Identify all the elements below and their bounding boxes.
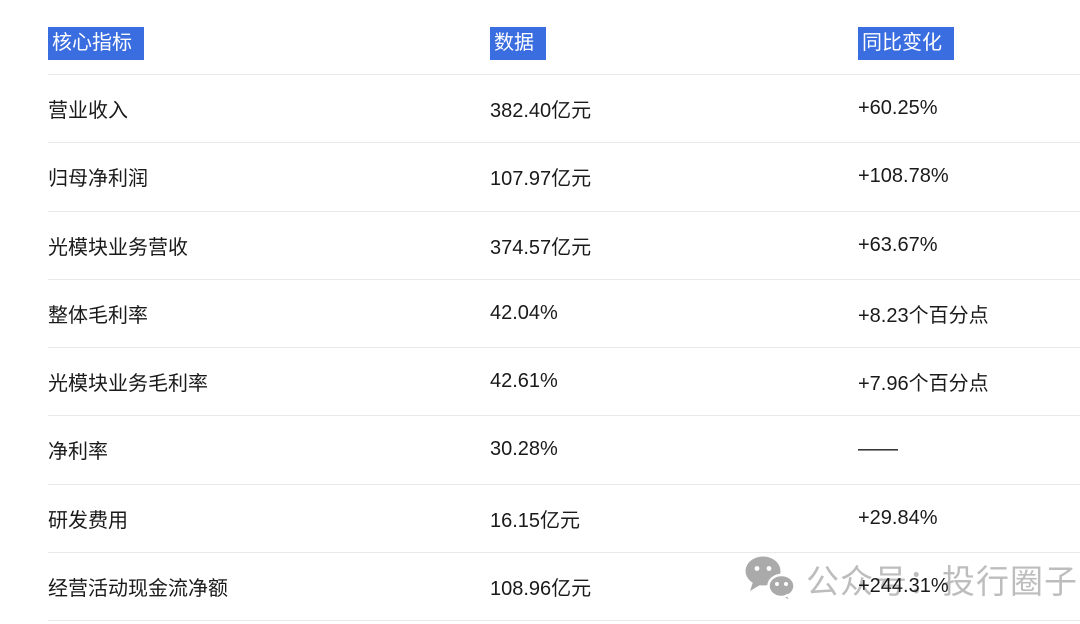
change-cell: +244.31% — [858, 574, 949, 597]
watermark-text: 公众号：投行圈子 — [806, 563, 1078, 600]
table-header-row: 核心指标 数据 同比变化 — [48, 0, 1080, 75]
header-cell-indicator: 核心指标 — [48, 26, 490, 60]
value-cell: 374.57亿元 — [490, 236, 592, 259]
table-row: 净利率 30.28% —— — [48, 416, 1080, 485]
value-cell: 107.97亿元 — [490, 168, 592, 191]
table-row: 光模块业务毛利率 42.61% +7.96个百分点 — [48, 348, 1080, 417]
value-cell: 108.96亿元 — [490, 577, 592, 600]
indicator-cell: 营业收入 — [48, 100, 128, 123]
header-cell-yoy-change: 同比变化 — [858, 26, 1080, 60]
value-cell: 30.28% — [490, 438, 558, 461]
header-highlight-yoy-change: 同比变化 — [858, 26, 954, 60]
change-cell: —— — [858, 438, 898, 461]
change-cell: +108.78% — [858, 165, 949, 188]
table-row: 归母净利润 107.97亿元 +108.78% — [48, 143, 1080, 212]
indicator-cell: 光模块业务毛利率 — [48, 373, 208, 396]
change-cell: +29.84% — [858, 506, 938, 529]
indicator-cell: 整体毛利率 — [48, 304, 148, 327]
value-cell: 42.04% — [490, 301, 558, 324]
change-cell: +8.23个百分点 — [858, 304, 989, 327]
table-row: 整体毛利率 42.04% +8.23个百分点 — [48, 280, 1080, 348]
change-cell: +60.25% — [858, 97, 938, 120]
value-cell: 42.61% — [490, 370, 558, 393]
table-row: 研发费用 16.15亿元 +29.84% — [48, 485, 1080, 553]
indicator-cell: 归母净利润 — [48, 168, 148, 191]
value-cell: 382.40亿元 — [490, 100, 592, 123]
change-cell: +63.67% — [858, 233, 938, 256]
change-cell: +7.96个百分点 — [858, 373, 989, 396]
indicator-cell: 净利率 — [48, 441, 108, 464]
indicator-cell: 研发费用 — [48, 509, 128, 532]
indicator-cell: 经营活动现金流净额 — [48, 577, 228, 600]
header-highlight-data: 数据 — [490, 26, 546, 60]
indicator-cell: 光模块业务营收 — [48, 236, 188, 259]
table-row: 经营活动现金流净额 108.96亿元 +244.31% — [48, 553, 1080, 621]
header-cell-data: 数据 — [490, 26, 858, 60]
wechat-icon — [745, 556, 796, 604]
value-cell: 16.15亿元 — [490, 509, 581, 532]
watermark: 公众号：投行圈子 — [744, 554, 1078, 604]
table-row: 营业收入 382.40亿元 +60.25% — [48, 75, 1080, 144]
header-highlight-indicator: 核心指标 — [48, 26, 144, 60]
table-row: 光模块业务营收 374.57亿元 +63.67% — [48, 212, 1080, 280]
